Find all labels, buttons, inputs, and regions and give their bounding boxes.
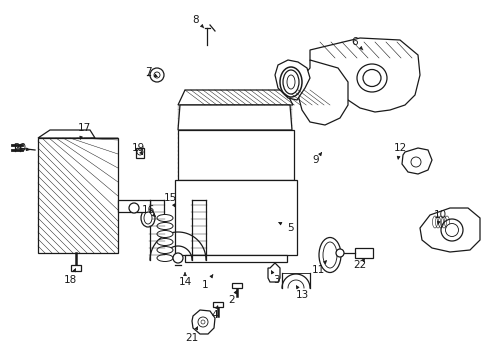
Circle shape — [335, 249, 343, 257]
Text: 17: 17 — [77, 123, 90, 133]
Ellipse shape — [143, 212, 152, 224]
Text: 4: 4 — [211, 310, 218, 320]
Polygon shape — [178, 105, 291, 130]
Ellipse shape — [318, 238, 340, 273]
Polygon shape — [401, 148, 431, 174]
Text: 2: 2 — [228, 295, 235, 305]
Circle shape — [129, 203, 139, 213]
Bar — [213, 302, 223, 307]
Text: 5: 5 — [286, 223, 293, 233]
Text: 20: 20 — [13, 143, 26, 153]
Ellipse shape — [157, 222, 173, 230]
Text: 8: 8 — [192, 15, 199, 25]
Circle shape — [410, 157, 420, 167]
Circle shape — [150, 68, 163, 82]
Text: 16: 16 — [141, 205, 154, 215]
Text: 11: 11 — [311, 265, 324, 275]
Polygon shape — [419, 208, 479, 252]
Ellipse shape — [286, 75, 294, 89]
Text: 14: 14 — [178, 277, 191, 287]
Polygon shape — [184, 255, 286, 262]
Ellipse shape — [356, 64, 386, 92]
Circle shape — [173, 253, 183, 263]
Ellipse shape — [445, 224, 458, 237]
Bar — [136, 148, 143, 158]
Text: 7: 7 — [144, 67, 151, 77]
Circle shape — [154, 72, 160, 78]
Circle shape — [201, 320, 204, 324]
Text: 12: 12 — [392, 143, 406, 153]
Ellipse shape — [323, 242, 336, 268]
Bar — [118, 200, 150, 212]
Ellipse shape — [157, 215, 173, 221]
Ellipse shape — [440, 219, 462, 241]
Text: 6: 6 — [351, 37, 358, 47]
Text: 21: 21 — [185, 333, 198, 343]
Polygon shape — [267, 263, 280, 282]
Text: 15: 15 — [163, 193, 176, 203]
Polygon shape — [309, 38, 419, 112]
Circle shape — [198, 317, 207, 327]
Bar — [175, 180, 296, 255]
Ellipse shape — [141, 209, 155, 227]
Polygon shape — [274, 60, 309, 100]
Text: 13: 13 — [295, 290, 308, 300]
Bar — [231, 283, 242, 288]
Ellipse shape — [157, 247, 173, 253]
Bar — [71, 265, 81, 271]
Circle shape — [137, 149, 142, 155]
Text: 22: 22 — [353, 260, 366, 270]
Bar — [354, 248, 372, 258]
Text: 19: 19 — [131, 143, 144, 153]
Text: 10: 10 — [432, 210, 446, 220]
Text: 1: 1 — [201, 280, 208, 290]
Polygon shape — [192, 310, 215, 334]
Bar — [178, 130, 293, 180]
Text: 3: 3 — [272, 275, 279, 285]
Text: 18: 18 — [63, 275, 77, 285]
Ellipse shape — [283, 70, 298, 94]
Polygon shape — [38, 130, 95, 138]
Ellipse shape — [157, 230, 173, 238]
Text: 9: 9 — [312, 155, 319, 165]
Ellipse shape — [157, 238, 173, 246]
Polygon shape — [178, 90, 292, 105]
Ellipse shape — [157, 255, 173, 261]
Polygon shape — [297, 60, 347, 125]
Bar — [38, 138, 118, 253]
Ellipse shape — [362, 69, 380, 86]
